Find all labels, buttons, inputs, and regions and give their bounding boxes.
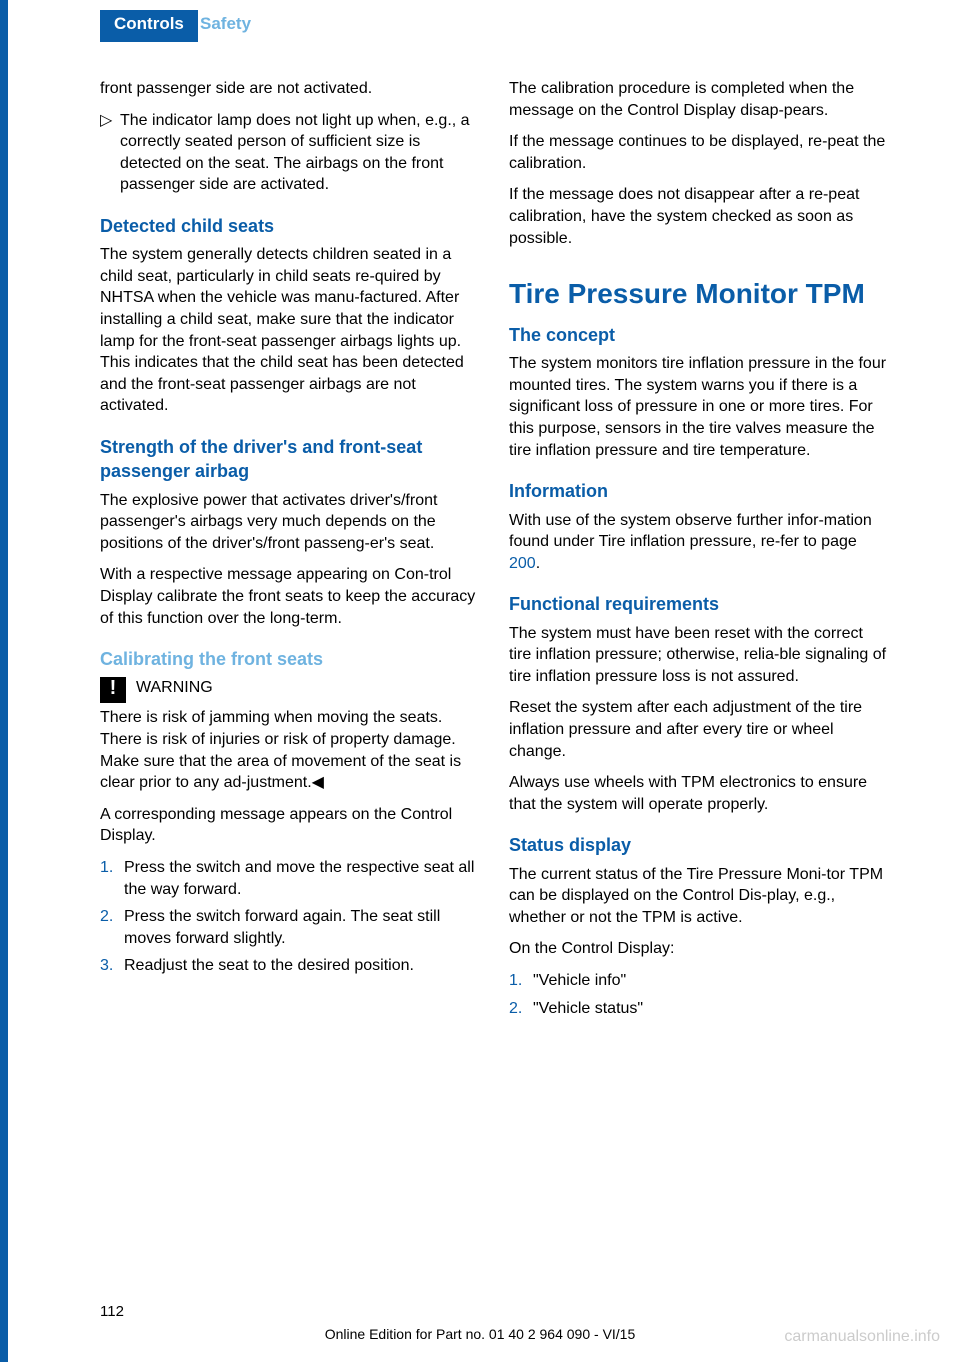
paragraph: Reset the system after each adjustment o… (509, 697, 888, 762)
paragraph: If the message continues to be displayed… (509, 131, 888, 174)
step-row: 1. "Vehicle info" (509, 970, 888, 992)
paragraph: The system must have been reset with the… (509, 623, 888, 688)
step-row: 3. Readjust the seat to the desired posi… (100, 955, 479, 977)
paragraph-info: With use of the system observe further i… (509, 510, 888, 575)
info-text-a: With use of the system observe further i… (509, 512, 872, 551)
step-row: 2. Press the switch forward again. The s… (100, 906, 479, 949)
paragraph: The system generally detects children se… (100, 244, 479, 417)
step-number: 2. (100, 906, 124, 949)
paragraph: The explosive power that activates drive… (100, 490, 479, 555)
lead-text: front passenger side are not activated. (100, 78, 479, 100)
section-text: Safety (200, 14, 251, 34)
warning-icon (100, 677, 126, 703)
chapter-badge: Controls (100, 10, 198, 42)
step-number: 1. (100, 857, 124, 900)
heading-status-display: Status display (509, 833, 888, 857)
step-text: "Vehicle status" (533, 998, 888, 1020)
info-text-b: . (536, 555, 540, 572)
paragraph: The current status of the Tire Pressure … (509, 864, 888, 929)
watermark: carmanualsonline.info (784, 1328, 940, 1346)
right-column: The calibration procedure is completed w… (509, 78, 888, 1292)
step-row: 2. "Vehicle status" (509, 998, 888, 1020)
warning-label: WARNING (136, 677, 213, 699)
step-row: 1. Press the switch and move the respect… (100, 857, 479, 900)
step-text: Readjust the seat to the desired positio… (124, 955, 479, 977)
page-number: 112 (100, 1303, 124, 1320)
step-text: Press the switch and move the respective… (124, 857, 479, 900)
triangle-bullet-icon: ▷ (100, 110, 120, 196)
paragraph: The system monitors tire inflation press… (509, 353, 888, 461)
paragraph: If the message does not disappear after … (509, 184, 888, 249)
step-number: 3. (100, 955, 124, 977)
heading-tpm: Tire Pressure Monitor TPM (509, 275, 888, 313)
step-number: 2. (509, 998, 533, 1020)
heading-functional: Functional requirements (509, 592, 888, 616)
paragraph: With a respective message appearing on C… (100, 564, 479, 629)
paragraph: A corresponding message appears on the C… (100, 804, 479, 847)
step-number: 1. (509, 970, 533, 992)
step-text: "Vehicle info" (533, 970, 888, 992)
warning-body: There is risk of jamming when moving the… (100, 707, 479, 793)
heading-strength-airbag: Strength of the driver's and front-seat … (100, 435, 479, 484)
page-link[interactable]: 200 (509, 555, 536, 572)
warning-block: WARNING (100, 677, 479, 703)
paragraph: The calibration procedure is completed w… (509, 78, 888, 121)
paragraph: Always use wheels with TPM electronics t… (509, 772, 888, 815)
heading-concept: The concept (509, 323, 888, 347)
heading-detected-child-seats: Detected child seats (100, 214, 479, 238)
chapter-text: Controls (114, 14, 184, 33)
bullet-text: The indicator lamp does not light up whe… (120, 110, 479, 196)
step-text: Press the switch forward again. The seat… (124, 906, 479, 949)
paragraph: On the Control Display: (509, 938, 888, 960)
bullet-row: ▷ The indicator lamp does not light up w… (100, 110, 479, 196)
page-content: front passenger side are not activated. … (100, 78, 888, 1292)
left-border (0, 0, 8, 1362)
left-column: front passenger side are not activated. … (100, 78, 479, 1292)
heading-information: Information (509, 479, 888, 503)
heading-calibrating: Calibrating the front seats (100, 647, 479, 671)
